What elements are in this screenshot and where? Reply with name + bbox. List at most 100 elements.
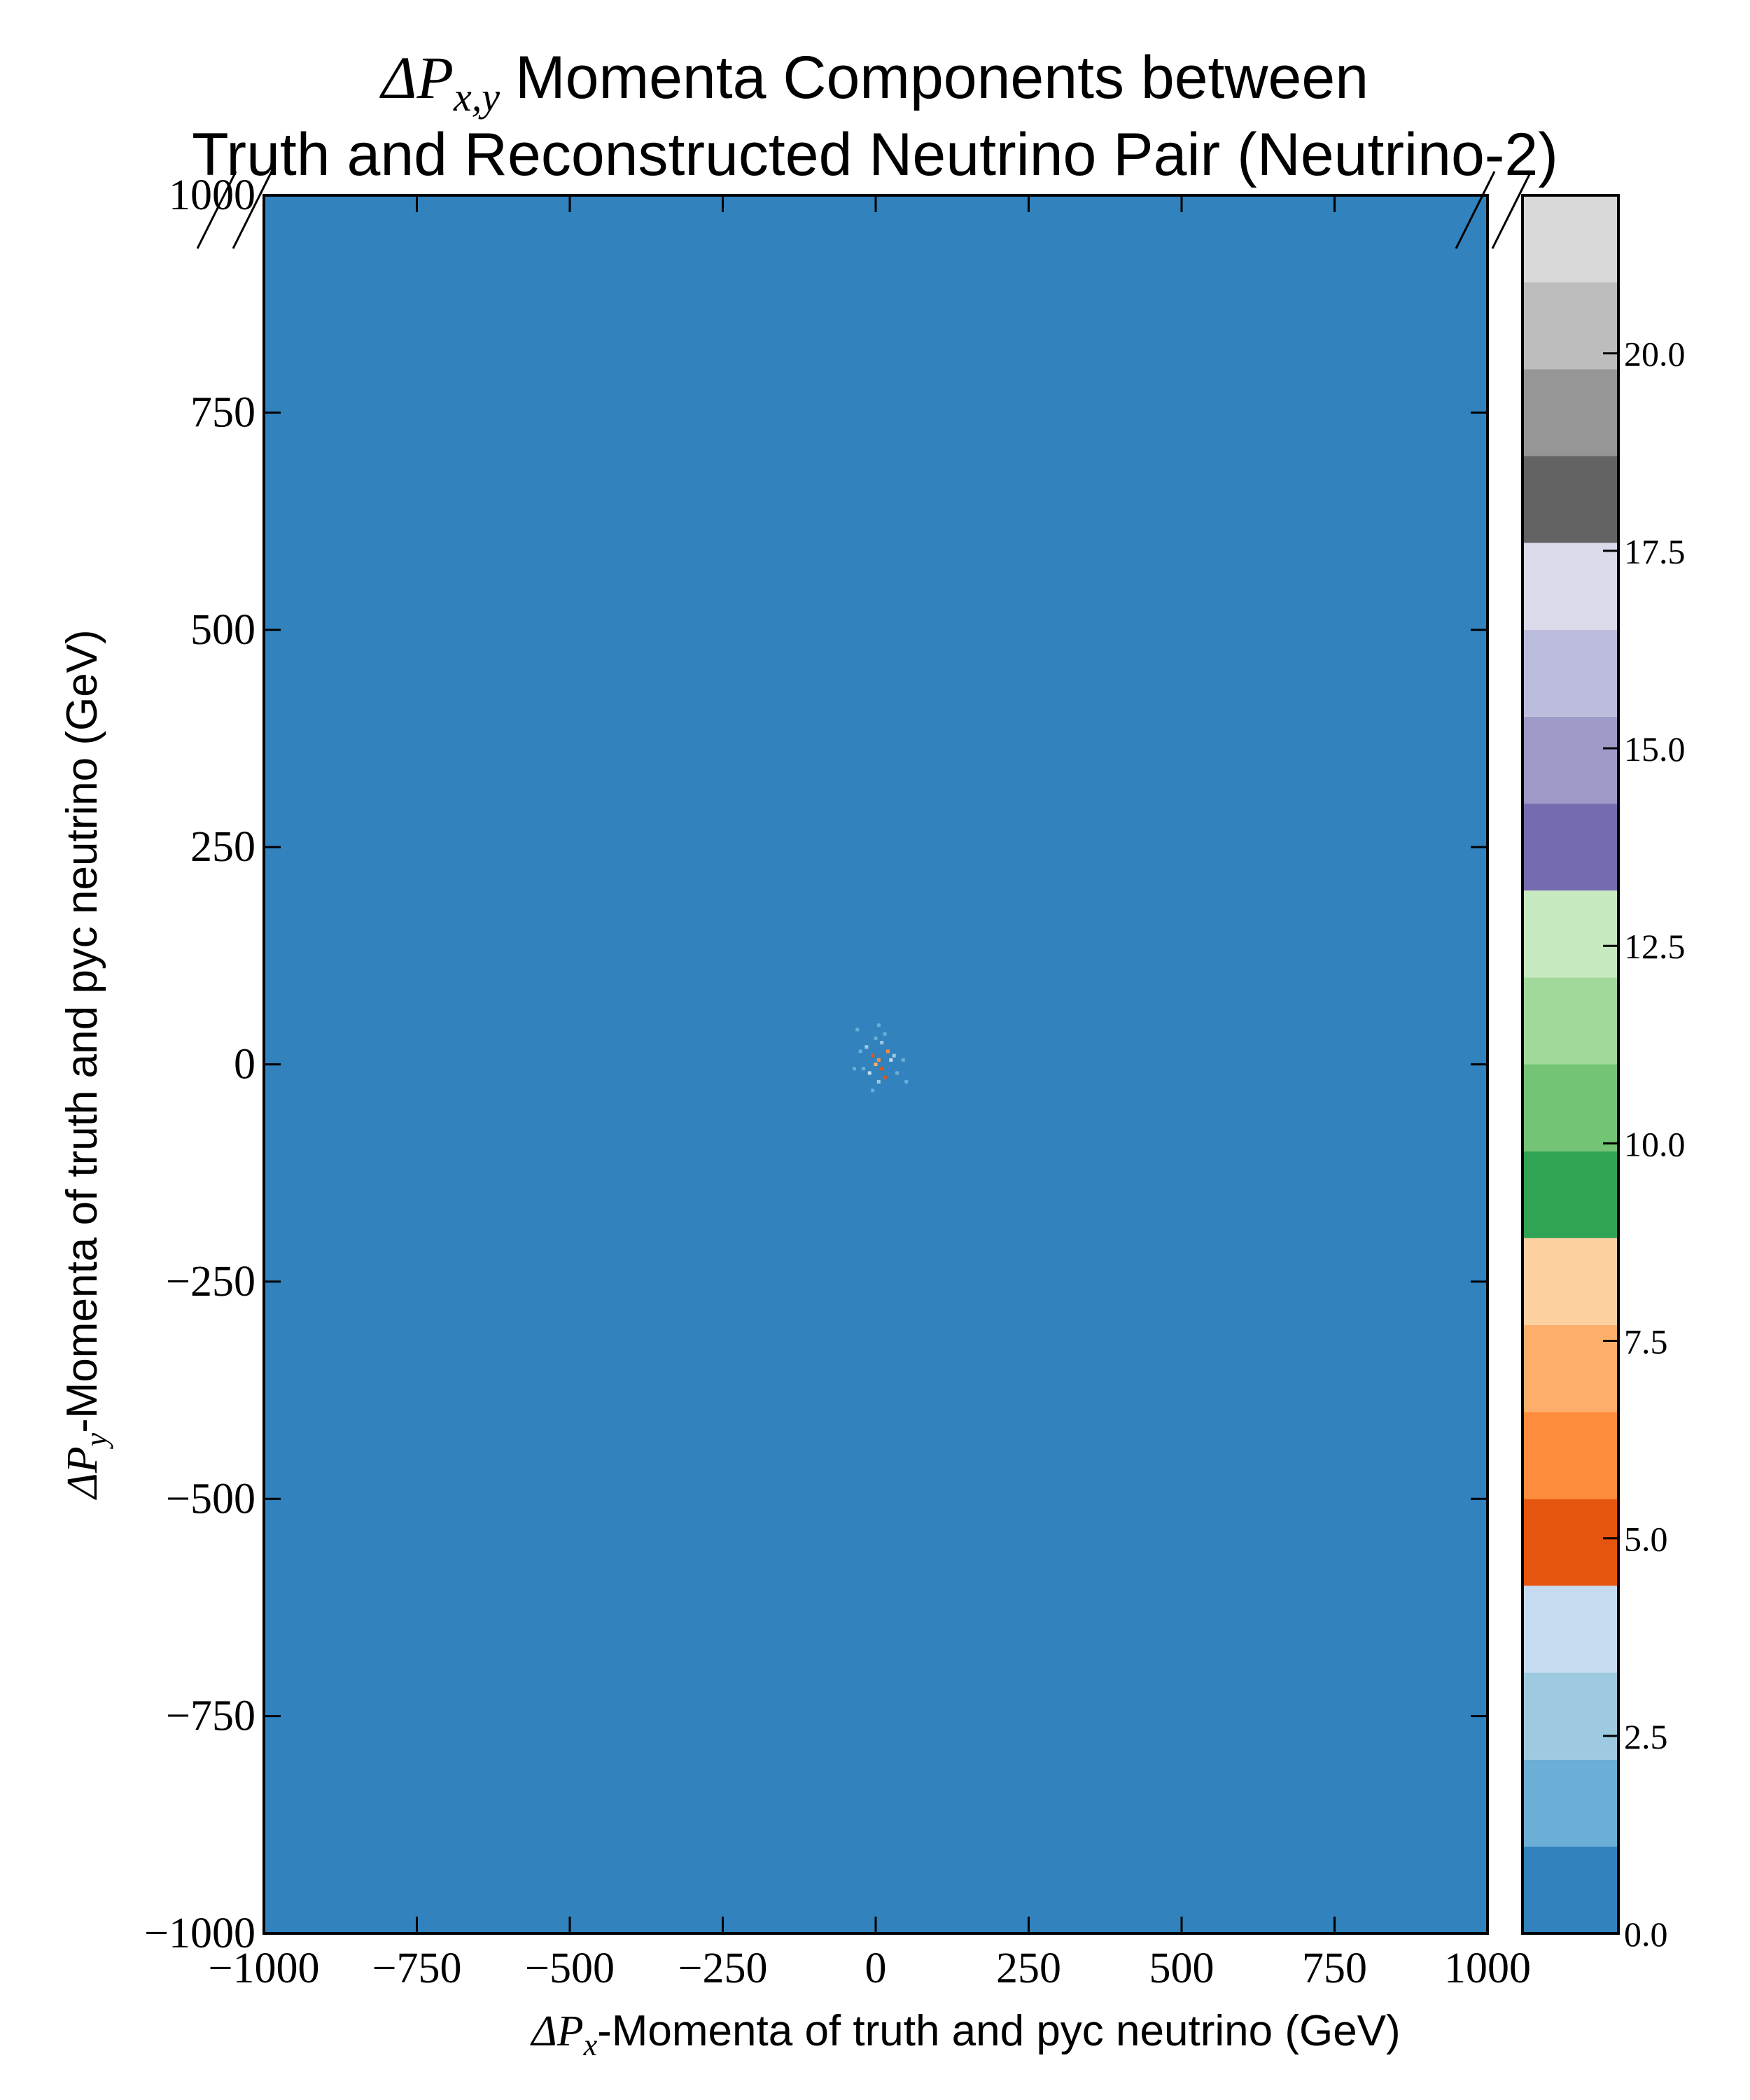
colorbar-segment [1522, 1324, 1618, 1413]
hist-cell [934, 1128, 939, 1132]
hist-cell [880, 1002, 884, 1006]
colorbar-segment [1522, 542, 1618, 630]
x-tick-label: −1000 [209, 1945, 320, 1992]
y-tick-label: −1000 [144, 1910, 255, 1957]
hist-cell [953, 1088, 958, 1093]
colorbar-tick-label: 0.0 [1624, 1914, 1668, 1954]
colorbar-segment [1522, 629, 1618, 717]
hist-cell [876, 1023, 881, 1028]
hist-cell [871, 997, 875, 1001]
hist-cell [907, 1032, 911, 1036]
plot-layer: −1000 −750 −500 −250 0 250 500 750 1000 −1000 −750… [144, 172, 1685, 1992]
hist-cell [883, 993, 887, 997]
hist-cell [843, 1084, 847, 1088]
hist-cell [910, 1045, 914, 1049]
colorbar-frame [1521, 194, 1620, 1935]
hist-cell [825, 1136, 829, 1140]
hist-cell [803, 923, 807, 927]
colorbar-segment [1522, 977, 1618, 1065]
colorbar-segment [1522, 1499, 1618, 1586]
y-tick-label: 750 [190, 388, 255, 436]
hist-cell [721, 1006, 724, 1010]
colorbar-tick-label: 5.0 [1624, 1520, 1668, 1559]
colorbar-segment [1522, 1151, 1618, 1238]
hist-cell [898, 1106, 902, 1110]
hist-cell [889, 1101, 893, 1105]
hist-cell [874, 1063, 878, 1066]
title-subscript: x,y [453, 74, 500, 120]
hist-cell [987, 1036, 991, 1040]
hist-cell [876, 1058, 881, 1062]
break-mark [196, 171, 237, 249]
colorbar-tick-label: 20.0 [1624, 335, 1686, 374]
hist-cell [871, 1088, 875, 1093]
y-label-text: -Momenta of truth and pyc neutrino (GeV) [58, 629, 106, 1433]
hist-cell [901, 788, 905, 792]
colorbar-tick-label: 15.0 [1624, 729, 1686, 769]
y-tick-label: 1000 [169, 172, 255, 219]
colorbar-segment [1522, 1064, 1618, 1152]
hist-cell [827, 1097, 832, 1101]
hist-cell [867, 984, 872, 988]
hist-cell [886, 1049, 890, 1054]
colorbar-segment [1522, 282, 1618, 370]
colorbar-segment [1522, 456, 1618, 543]
hist-cell [874, 1036, 878, 1040]
hist-cell [972, 1140, 976, 1144]
y-tick-label: 500 [190, 606, 255, 654]
hist-cell [892, 1014, 896, 1018]
colorbar-segment [1522, 1238, 1618, 1325]
colorbar-segment [1522, 1586, 1618, 1673]
hist-cell [867, 1071, 872, 1075]
x-tick-label: −750 [372, 1945, 462, 1992]
x-axis-label: ΔPx-Momenta of truth and pyc neutrino (G… [529, 2007, 1400, 2062]
hist-cell [883, 1075, 887, 1079]
colorbar-tick-label: 10.0 [1624, 1124, 1686, 1163]
break-mark [232, 171, 273, 249]
hist-cell [916, 914, 920, 918]
colorbar-segment [1522, 369, 1618, 456]
hist-cell [834, 1010, 838, 1014]
hist-cell [901, 1058, 905, 1062]
break-mark [1455, 171, 1496, 249]
hist-cell [892, 1054, 896, 1058]
y-tick-label: −250 [166, 1258, 255, 1306]
colorbar-segment [1522, 716, 1618, 804]
hist-cell [862, 902, 866, 906]
break-mark [1491, 171, 1532, 249]
colorbar-segment [1522, 1846, 1618, 1933]
hist-cell [864, 1018, 869, 1023]
hist-cell [874, 1110, 878, 1114]
y-tick-label: −750 [166, 1693, 255, 1740]
hist-cell [880, 1067, 884, 1071]
colorbar-tick-label: 12.5 [1624, 927, 1686, 966]
x-label-subscript: x [583, 2028, 598, 2062]
colorbar-tick-label: 7.5 [1624, 1322, 1668, 1362]
hist-cell [907, 923, 911, 927]
hist-cell [886, 1140, 890, 1144]
x-label-text: -Momenta of truth and pyc neutrino (GeV) [597, 2007, 1401, 2055]
hist-cell [941, 1010, 945, 1014]
hist-cell [862, 1123, 866, 1127]
chart-title-line2: Truth and Reconstructed Neutrino Pair (N… [192, 121, 1558, 188]
x-tick-label: −250 [678, 1945, 768, 1992]
hist-cell [883, 1032, 887, 1036]
hist-cell [895, 1071, 899, 1075]
y-label-subscript: y [79, 1432, 113, 1449]
hist-cell [855, 1028, 860, 1032]
chart-title: ΔPx,y Momenta Components between [379, 44, 1368, 120]
hist-cell [923, 1028, 927, 1032]
hist-cell [862, 1067, 866, 1071]
hist-cell [794, 1075, 798, 1079]
axis-break-marks [196, 171, 1532, 249]
hist-cell [904, 1079, 909, 1084]
colorbar-segment [1522, 1672, 1618, 1760]
x-tick-label: 0 [865, 1945, 887, 1992]
title-symbol: ΔP [379, 44, 454, 111]
colorbar-segment [1522, 1412, 1618, 1499]
hist-cell [840, 902, 844, 906]
colorbar-segment [1522, 195, 1618, 283]
colorbar-segment [1522, 1759, 1618, 1847]
x-tick-label: 750 [1302, 1945, 1367, 1992]
